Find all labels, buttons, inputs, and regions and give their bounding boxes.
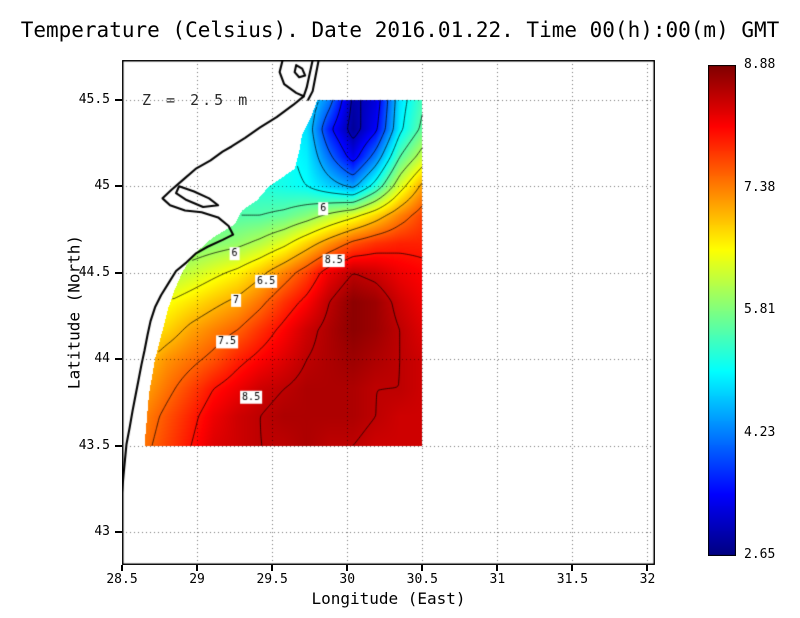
plot-title: Temperature (Celsius). Date 2016.01.22. … — [20, 18, 780, 42]
x-tick-label: 31 — [489, 572, 506, 587]
x-tick — [421, 565, 424, 571]
x-tick-label: 32 — [639, 572, 656, 587]
x-tick — [271, 565, 274, 571]
y-tick-label: 45 — [94, 178, 110, 194]
y-tick — [115, 531, 122, 534]
x-tick-label: 29.5 — [256, 572, 288, 587]
y-tick — [115, 444, 122, 447]
x-tick-label: 28.5 — [106, 572, 138, 587]
x-tick-label: 29 — [189, 572, 205, 587]
x-axis-label: Longitude (East) — [311, 589, 466, 608]
colorbar-tick-label: 7.38 — [744, 179, 776, 195]
x-tick-label: 31.5 — [556, 572, 589, 587]
colorbar-tick-label: 2.65 — [744, 547, 776, 562]
x-tick-label: 30 — [339, 572, 356, 587]
y-tick — [115, 271, 122, 274]
y-tick-label: 43 — [94, 524, 110, 540]
colorbar-tick-label: 8.88 — [744, 57, 776, 72]
x-tick — [571, 565, 574, 571]
y-tick — [115, 185, 122, 188]
colorbar-tick-label: 5.81 — [744, 302, 776, 317]
temperature-map-canvas — [122, 60, 655, 565]
x-tick — [121, 565, 123, 571]
colorbar-tick-label: 4.23 — [744, 424, 776, 440]
y-tick-label: 44.5 — [78, 264, 110, 280]
depth-annotation: Z = 2.5 m — [142, 91, 251, 109]
colorbar — [708, 65, 736, 556]
y-tick-label: 45.5 — [78, 91, 110, 107]
x-tick — [196, 565, 199, 571]
x-tick — [496, 565, 499, 571]
y-tick — [115, 358, 122, 361]
x-tick — [346, 565, 349, 571]
x-tick — [646, 565, 649, 571]
x-tick-label: 30.5 — [406, 572, 438, 587]
y-tick-label: 44 — [94, 351, 110, 367]
y-tick-label: 43.5 — [78, 437, 110, 453]
y-tick — [115, 98, 122, 101]
